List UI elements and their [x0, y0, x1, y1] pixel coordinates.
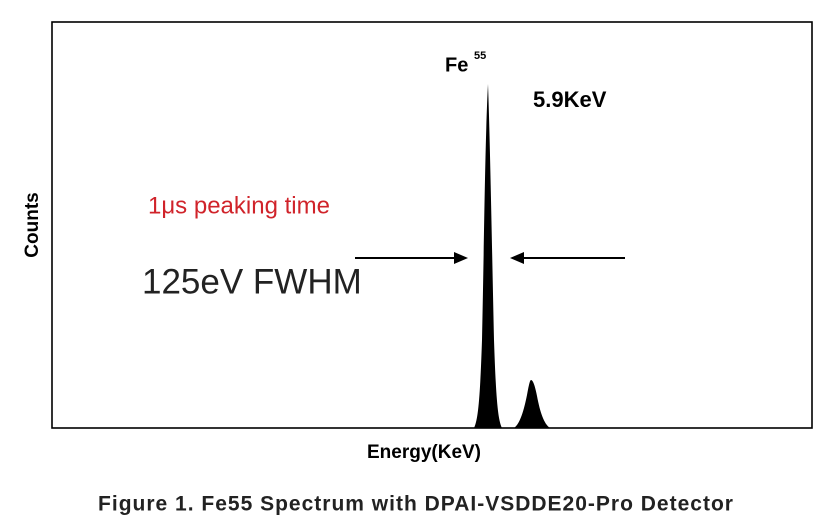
peak-isotope: 55 — [474, 50, 486, 62]
annotation-fwhm: 125eV FWHM — [142, 262, 362, 301]
x-axis-label: Energy(KeV) — [367, 442, 481, 463]
peak-element: Fe — [445, 54, 468, 76]
energy-label: 5.9KeV — [533, 87, 607, 112]
plot-frame — [51, 21, 813, 429]
caption: Figure 1. Fe55 Spectrum with DPAI-VSDDE2… — [98, 493, 734, 516]
right-arrow-head — [510, 252, 524, 264]
y-axis-label: Counts — [22, 192, 43, 257]
left-arrow-head — [454, 252, 468, 264]
main-peak — [474, 84, 502, 428]
secondary-peak — [514, 380, 550, 428]
annotation-time: 1μs peaking time — [148, 192, 330, 219]
